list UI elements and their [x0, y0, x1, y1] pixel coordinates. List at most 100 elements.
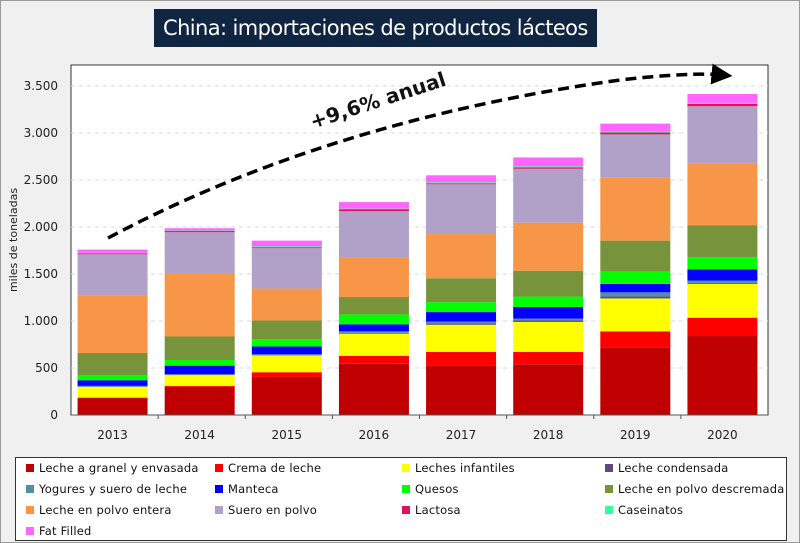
bar-segment — [426, 312, 497, 322]
growth-arrow — [107, 63, 733, 240]
legend-label: Yogures y suero de leche — [39, 482, 188, 496]
bar-segment — [251, 372, 322, 377]
y-tick-label: 0 — [50, 408, 58, 422]
bar-segment — [338, 324, 409, 332]
bar-segment — [251, 354, 322, 356]
x-tick-label: 2013 — [97, 428, 128, 442]
bar-segment — [600, 296, 671, 299]
legend-label: Lactosa — [415, 503, 461, 517]
bar-segment — [426, 175, 497, 183]
legend-swatch — [402, 506, 410, 514]
bar-segment — [77, 253, 148, 255]
legend-swatch — [26, 485, 34, 493]
legend-label: Leche condensada — [618, 461, 729, 475]
legend-item: Quesos — [402, 482, 459, 496]
bar-segment — [251, 376, 322, 415]
legend-label: Leche en polvo entera — [39, 503, 172, 517]
legend-swatch — [605, 464, 613, 472]
bar-segment — [164, 374, 235, 376]
bar-segment — [687, 269, 758, 281]
legend-swatch — [605, 506, 613, 514]
bar-segment — [251, 288, 322, 321]
x-tick-label: 2014 — [184, 428, 215, 442]
legend-item: Crema de leche — [215, 461, 321, 475]
bar-segment — [338, 211, 409, 258]
bar-segment — [426, 182, 497, 184]
bar-segment — [426, 183, 497, 185]
x-tick-label: 2019 — [620, 428, 651, 442]
bar-segment — [687, 102, 758, 104]
bar-segment — [600, 283, 671, 293]
bar-segment — [77, 249, 148, 253]
legend-item: Lactosa — [402, 503, 461, 517]
bar-segment — [687, 317, 758, 337]
x-tick-label: 2016 — [359, 428, 390, 442]
legend-swatch — [215, 485, 223, 493]
bar-segment — [513, 364, 584, 415]
legend-swatch — [26, 527, 34, 535]
bar-segment — [513, 157, 584, 167]
bar-segment — [426, 321, 497, 324]
legend-label: Leches infantiles — [415, 461, 515, 475]
bar-segment — [426, 323, 497, 325]
legend-item: Caseinatos — [605, 503, 683, 517]
bar-segment — [513, 168, 584, 223]
y-tick-label: 500 — [35, 361, 58, 375]
bar-segment — [600, 177, 671, 241]
bar-segment — [513, 167, 584, 169]
legend-swatch — [26, 464, 34, 472]
bar-segment — [77, 252, 148, 254]
y-tick-label: 3.000 — [24, 126, 58, 140]
bar-segment — [687, 283, 758, 318]
y-tick-label: 2.000 — [24, 220, 58, 234]
x-tick-label: 2020 — [707, 428, 738, 442]
bar-segment — [600, 131, 671, 133]
bar-segment — [338, 202, 409, 209]
legend-item: Leche a granel y envasada — [26, 461, 199, 475]
bar-segment — [687, 163, 758, 226]
legend-item: Manteca — [215, 482, 279, 496]
legend-label: Manteca — [228, 482, 279, 496]
bar-segment — [251, 346, 322, 355]
bar-segment — [338, 257, 409, 298]
bar-segment — [251, 240, 322, 247]
legend-item: Yogures y suero de leche — [26, 482, 187, 496]
bar-segment — [77, 254, 148, 296]
bar-segment — [513, 352, 584, 365]
bar-segment — [77, 385, 148, 387]
bar-segment — [77, 398, 148, 415]
bar-segment — [77, 295, 148, 353]
bar-segment — [687, 103, 758, 107]
bar-segment — [164, 230, 235, 232]
bar-segment — [251, 246, 322, 248]
bar-segment — [164, 336, 235, 361]
x-tick-label: 2018 — [533, 428, 564, 442]
bar-segment — [426, 324, 497, 353]
bar-segment — [251, 320, 322, 340]
bar-segment — [251, 247, 322, 249]
bar-segment — [338, 208, 409, 210]
bar-segment — [687, 280, 758, 283]
bar-segment — [687, 106, 758, 164]
legend-swatch — [402, 464, 410, 472]
bar-segment — [600, 134, 671, 178]
bar-segment — [164, 232, 235, 274]
legend-item: Leche en polvo descremada — [605, 482, 785, 496]
bar-segment — [77, 397, 148, 399]
bar-segment — [77, 386, 148, 398]
bar-segment — [164, 273, 235, 337]
x-tick-label: 2017 — [446, 428, 477, 442]
bar-segment — [426, 352, 497, 366]
bar-segment — [251, 248, 322, 289]
bar-segment — [77, 352, 148, 376]
legend-label: Suero en polvo — [228, 503, 318, 517]
y-tick-label: 1.500 — [24, 267, 58, 281]
bar-segment — [164, 365, 235, 375]
bar-segment — [513, 318, 584, 321]
bar-segment — [687, 93, 758, 103]
y-tick-label: 2.500 — [24, 173, 58, 187]
bar-segment — [513, 296, 584, 307]
legend-label: Caseinatos — [618, 503, 684, 517]
bar-segment — [687, 225, 758, 258]
